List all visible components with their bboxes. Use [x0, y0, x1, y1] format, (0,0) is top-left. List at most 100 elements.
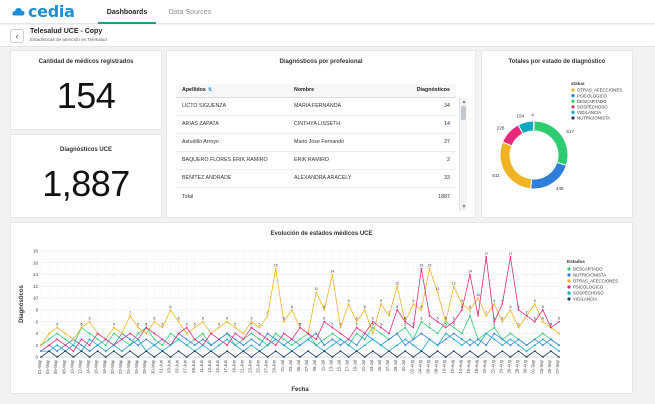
line-legend-item[interactable]: OTRAS_AFECCIONES: [573, 279, 618, 284]
data-point[interactable]: [201, 320, 204, 323]
data-point[interactable]: [404, 326, 407, 329]
data-point[interactable]: [420, 320, 423, 323]
data-point[interactable]: [380, 326, 382, 329]
data-point[interactable]: [363, 338, 366, 341]
data-point[interactable]: [452, 350, 455, 353]
data-point[interactable]: [218, 344, 220, 347]
data-point[interactable]: [501, 338, 504, 341]
data-point[interactable]: [258, 350, 261, 353]
tab-data-sources[interactable]: Data Sources: [168, 9, 212, 16]
donut-legend-item[interactable]: SOSPECHOSO: [577, 105, 608, 110]
data-point[interactable]: [339, 344, 342, 347]
data-point[interactable]: [315, 344, 318, 347]
data-point[interactable]: [274, 332, 277, 335]
data-point[interactable]: [339, 326, 342, 329]
data-point[interactable]: [56, 344, 59, 347]
data-point[interactable]: [40, 350, 42, 353]
data-point[interactable]: [153, 344, 156, 347]
sort-icon[interactable]: ⇅: [207, 87, 213, 94]
data-point[interactable]: [153, 356, 156, 358]
table-row[interactable]: ARIAS ZAPATA CINTHYA LISSETH 14: [176, 115, 456, 134]
data-point[interactable]: [460, 308, 463, 311]
data-point[interactable]: [485, 314, 488, 317]
data-point[interactable]: [412, 338, 415, 341]
data-point[interactable]: [477, 356, 479, 358]
data-point[interactable]: [153, 332, 156, 335]
data-point[interactable]: [428, 326, 431, 329]
data-point[interactable]: [509, 356, 512, 358]
data-point[interactable]: [460, 356, 463, 358]
data-point[interactable]: [56, 326, 59, 329]
data-point[interactable]: [558, 344, 560, 347]
line-legend-item[interactable]: PSICOLOGICO: [573, 285, 604, 290]
data-point[interactable]: [121, 356, 123, 358]
data-point[interactable]: [517, 338, 520, 341]
data-point[interactable]: [56, 332, 59, 335]
data-point[interactable]: [218, 326, 220, 329]
data-point[interactable]: [72, 350, 75, 353]
data-point[interactable]: [493, 338, 496, 341]
data-point[interactable]: [242, 338, 245, 341]
data-point[interactable]: [88, 344, 91, 347]
table-scrollbar[interactable]: ▲ ▼: [459, 98, 467, 211]
data-point[interactable]: [541, 356, 544, 358]
data-point[interactable]: [96, 350, 99, 353]
data-point[interactable]: [493, 303, 496, 305]
data-point[interactable]: [436, 350, 439, 353]
data-point[interactable]: [307, 338, 309, 341]
data-point[interactable]: [331, 326, 334, 329]
data-point[interactable]: [121, 338, 123, 341]
data-point[interactable]: [161, 344, 164, 347]
data-point[interactable]: [250, 320, 253, 323]
scroll-up-icon[interactable]: ▲: [461, 99, 467, 105]
data-point[interactable]: [282, 332, 285, 335]
data-point[interactable]: [485, 255, 488, 258]
data-point[interactable]: [177, 320, 180, 323]
data-point[interactable]: [299, 344, 301, 347]
data-point[interactable]: [339, 350, 342, 353]
data-point[interactable]: [412, 303, 415, 305]
data-point[interactable]: [193, 344, 196, 347]
data-point[interactable]: [112, 326, 115, 329]
data-point[interactable]: [347, 338, 350, 341]
data-point[interactable]: [331, 332, 334, 335]
data-point[interactable]: [282, 356, 285, 358]
data-point[interactable]: [80, 350, 83, 353]
data-point[interactable]: [121, 350, 123, 353]
data-point[interactable]: [80, 344, 83, 347]
data-point[interactable]: [420, 332, 423, 335]
data-point[interactable]: [185, 356, 188, 358]
data-point[interactable]: [517, 308, 520, 311]
data-point[interactable]: [72, 356, 75, 358]
data-point[interactable]: [48, 350, 50, 353]
data-point[interactable]: [315, 356, 318, 358]
data-point[interactable]: [210, 350, 212, 353]
data-point[interactable]: [323, 308, 326, 311]
data-point[interactable]: [323, 344, 326, 347]
data-point[interactable]: [129, 314, 131, 317]
data-point[interactable]: [501, 303, 504, 305]
data-point[interactable]: [355, 344, 358, 347]
data-point[interactable]: [193, 326, 196, 329]
data-point[interactable]: [404, 338, 407, 341]
data-point[interactable]: [104, 356, 107, 358]
data-point[interactable]: [380, 356, 382, 358]
data-point[interactable]: [558, 356, 560, 358]
data-point[interactable]: [412, 356, 415, 358]
data-point[interactable]: [509, 308, 512, 311]
data-point[interactable]: [509, 255, 512, 258]
data-point[interactable]: [452, 332, 455, 335]
data-point[interactable]: [355, 320, 358, 323]
data-point[interactable]: [250, 338, 253, 341]
data-point[interactable]: [380, 332, 382, 335]
data-point[interactable]: [72, 338, 75, 341]
data-point[interactable]: [436, 320, 439, 323]
data-point[interactable]: [64, 350, 67, 353]
data-point[interactable]: [388, 314, 390, 317]
data-point[interactable]: [282, 338, 285, 341]
data-point[interactable]: [291, 338, 293, 341]
data-point[interactable]: [412, 344, 415, 347]
data-point[interactable]: [299, 338, 301, 341]
donut-slice-descartado[interactable]: [533, 120, 569, 167]
data-point[interactable]: [72, 344, 75, 347]
